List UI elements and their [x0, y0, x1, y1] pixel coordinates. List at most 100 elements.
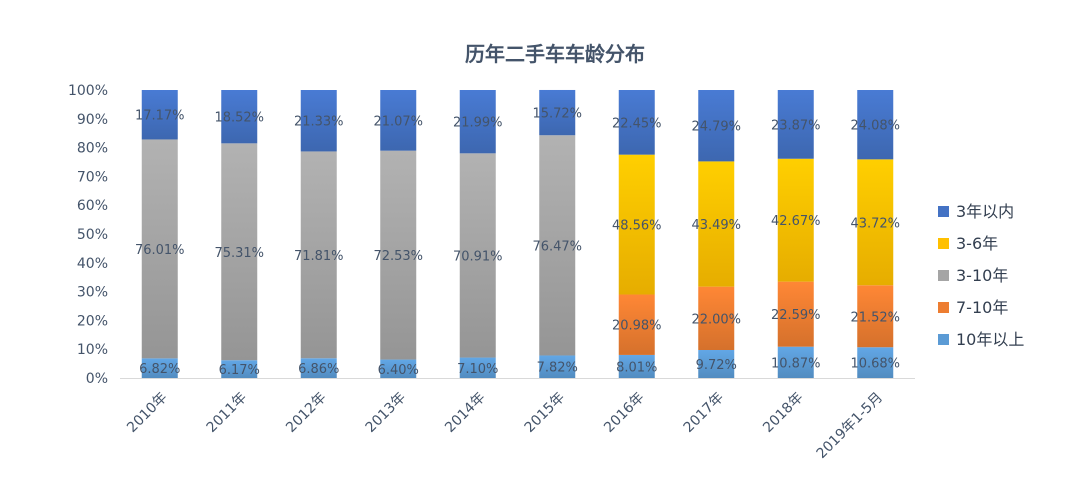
data-label: 18.52% [214, 111, 264, 126]
data-label: 22.45% [612, 116, 662, 131]
data-label: 48.56% [612, 219, 662, 234]
legend-item: 7-10年 [938, 298, 1008, 317]
data-label: 7.10% [457, 362, 498, 377]
bar-segment [857, 285, 894, 348]
bar-segment [141, 358, 178, 378]
y-tick-label: 80% [77, 141, 108, 157]
data-label: 22.00% [691, 312, 741, 327]
data-label: 76.01% [135, 243, 185, 258]
legend-label: 3年以内 [956, 202, 1014, 221]
bar-segment [857, 347, 894, 378]
x-tick-label: 2017年 [681, 390, 727, 436]
bar-segment [618, 90, 655, 155]
bar-segment [777, 281, 814, 347]
data-label: 23.87% [771, 118, 821, 133]
y-tick-label: 10% [77, 342, 108, 358]
y-tick-label: 40% [77, 256, 108, 272]
x-tick-label: 2019年1-5月 [814, 390, 886, 462]
data-label: 72.53% [373, 249, 423, 264]
legend-swatch [938, 302, 949, 313]
x-tick-label: 2014年 [442, 390, 488, 436]
data-label: 43.72% [850, 216, 900, 231]
legend-label: 10年以上 [956, 330, 1024, 349]
bar-segment [141, 90, 178, 140]
legend-item: 3年以内 [938, 202, 1014, 221]
data-label: 70.91% [453, 249, 503, 264]
bar-segment [698, 350, 735, 378]
bar-segment [141, 139, 178, 359]
x-tick-label: 2015年 [522, 390, 568, 436]
data-label: 21.07% [373, 114, 423, 129]
data-label: 20.98% [612, 319, 662, 334]
bar-segment [618, 294, 655, 355]
bar-segment [221, 90, 258, 144]
bar-segment [777, 158, 814, 282]
legend: 3年以内 3-6年 3-10年 7-10年 10年以上 [938, 202, 1024, 349]
bar-segment [539, 89, 576, 136]
data-label: 6.40% [378, 363, 419, 378]
data-label: 17.17% [135, 109, 185, 124]
data-label: 15.72% [532, 107, 582, 122]
bar-segment [300, 151, 337, 359]
y-axis: 0% 10% 20% 30% 40% 50% 60% 70% 80% 90% 100% [68, 83, 108, 387]
bar-segment [777, 346, 814, 378]
bar-segment [618, 354, 655, 378]
legend-item: 3-10年 [938, 266, 1008, 285]
x-tick-label: 2011年 [204, 390, 250, 436]
y-tick-label: 30% [77, 285, 108, 301]
bar-segment [221, 143, 258, 361]
data-label: 21.52% [850, 310, 900, 325]
data-label: 6.82% [139, 362, 180, 377]
data-label: 10.68% [850, 357, 900, 372]
legend-item: 3-6年 [938, 234, 998, 253]
legend-label: 3-10年 [956, 266, 1008, 285]
data-label: 24.08% [850, 119, 900, 134]
bar-segment [300, 358, 337, 378]
data-label: 42.67% [771, 214, 821, 229]
data-label: 9.72% [696, 358, 737, 373]
bar-segment [459, 90, 496, 154]
data-label: 76.47% [532, 239, 582, 254]
bar-segment [857, 90, 894, 160]
bar-segment [380, 150, 417, 360]
bar-segment [380, 359, 417, 378]
bar-area [141, 89, 894, 378]
x-tick-label: 2012年 [283, 390, 329, 436]
y-tick-label: 50% [77, 227, 108, 243]
bar-segment [380, 90, 417, 151]
chart-title: 历年二手车车龄分布 [465, 42, 645, 66]
data-label: 21.99% [453, 116, 503, 131]
data-label: 8.01% [616, 360, 657, 375]
y-tick-label: 70% [77, 169, 108, 185]
legend-swatch [938, 270, 949, 281]
legend-swatch [938, 206, 949, 217]
x-axis: 2010年 2011年 2012年 2013年 2014年 2015年 2016年 2017年… [120, 378, 915, 462]
data-label: 10.87% [771, 356, 821, 371]
y-tick-label: 60% [77, 198, 108, 214]
data-label: 71.81% [294, 249, 344, 264]
bar-segment [698, 90, 735, 162]
legend-label: 7-10年 [956, 298, 1008, 317]
data-label: 43.49% [691, 218, 741, 233]
bar-segment [539, 355, 576, 378]
x-tick-label: 2016年 [601, 390, 647, 436]
data-label: 22.59% [771, 308, 821, 323]
data-label: 75.31% [214, 246, 264, 261]
x-tick-label: 2018年 [760, 390, 806, 436]
bar-segment [459, 153, 496, 358]
y-tick-label: 0% [86, 371, 108, 387]
data-label: 7.82% [537, 361, 578, 376]
bar-segment [698, 161, 735, 287]
x-tick-label: 2010年 [124, 390, 170, 436]
y-tick-label: 90% [77, 112, 108, 128]
data-label: 24.79% [691, 120, 741, 135]
data-label: 6.86% [298, 362, 339, 377]
legend-item: 10年以上 [938, 330, 1024, 349]
bar-segment [539, 135, 576, 356]
data-labels: 6.82% 76.01% 17.17% 6.17% 75.31% 18.52% 6.86% 7… [135, 107, 900, 379]
data-label: 21.33% [294, 115, 344, 130]
data-label: 6.17% [219, 363, 260, 378]
bar-segment [300, 90, 337, 152]
legend-label: 3-6年 [956, 234, 998, 253]
bar-segment [777, 90, 814, 159]
